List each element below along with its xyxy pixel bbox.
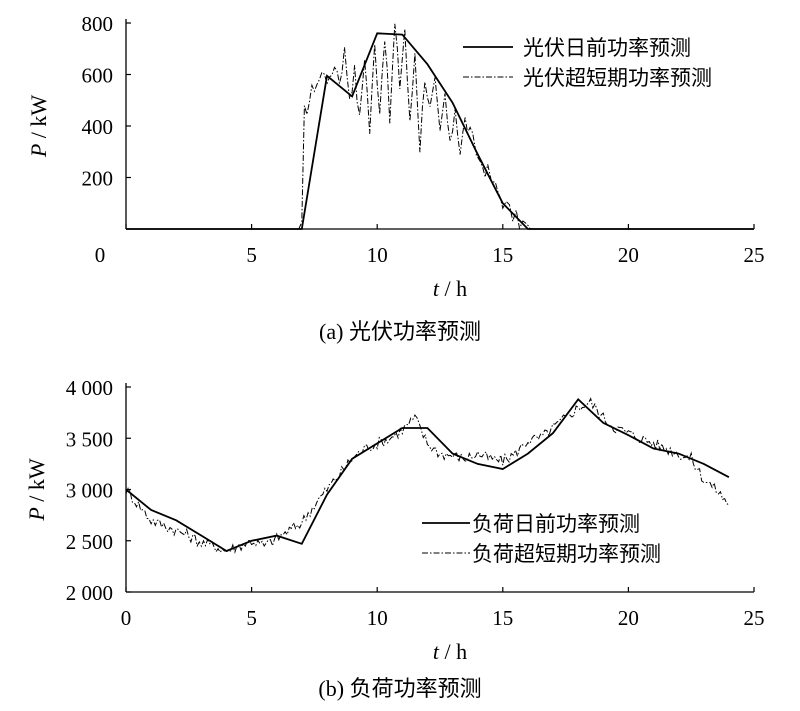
x-tick-label: 25: [744, 606, 765, 630]
series-line-2: [126, 23, 754, 231]
y-tick-label: 3 500: [66, 427, 113, 451]
y-tick-label: 800: [82, 12, 114, 36]
y-axis-label: P / kW: [26, 95, 51, 159]
x-tick-label: 0: [95, 243, 106, 267]
legend-label-1: 负荷日前功率预测: [472, 512, 640, 536]
series-line-1: [126, 32, 754, 230]
legend-label-1: 光伏日前功率预测: [523, 36, 691, 60]
chart-panel-a: 0 5 10 15 20 25 200 400 600 800 t / h P / kW 光伏日前功率预…: [26, 12, 765, 344]
x-tick-label: 0: [121, 606, 132, 630]
x-tick-label: 20: [618, 243, 639, 267]
x-tick-label: 5: [246, 606, 257, 630]
y-axis-label: P / kW: [24, 458, 49, 522]
chart-caption: (a) 光伏功率预测: [319, 319, 481, 344]
series-line-2: [125, 397, 730, 554]
x-tick-label: 25: [744, 243, 765, 267]
x-axis-label: t / h: [433, 639, 467, 664]
x-tick-label: 10: [367, 606, 388, 630]
x-tick-label: 5: [246, 243, 257, 267]
y-tick-label: 2 000: [66, 581, 113, 605]
y-tick-label: 3 000: [66, 479, 113, 503]
y-tick-label: 2 500: [66, 530, 113, 554]
chart-caption: (b) 负荷功率预测: [318, 676, 481, 701]
y-tick-label: 200: [82, 167, 114, 191]
x-axis-label: t / h: [433, 276, 467, 301]
legend-label-2: 光伏超短期功率预测: [523, 66, 712, 90]
y-tick-label: 600: [82, 64, 114, 88]
x-tick-label: 10: [367, 243, 388, 267]
legend-label-2: 负荷超短期功率预测: [472, 542, 661, 566]
chart-panel-b: 0 5 10 15 20 25 2 000 2 500 3 000 3 500 4 000 t / h…: [24, 376, 765, 701]
x-tick-label: 20: [618, 606, 639, 630]
x-tick-label: 15: [492, 606, 513, 630]
y-tick-label: 4 000: [66, 376, 113, 400]
y-tick-label: 400: [82, 115, 114, 139]
x-tick-label: 15: [492, 243, 513, 267]
